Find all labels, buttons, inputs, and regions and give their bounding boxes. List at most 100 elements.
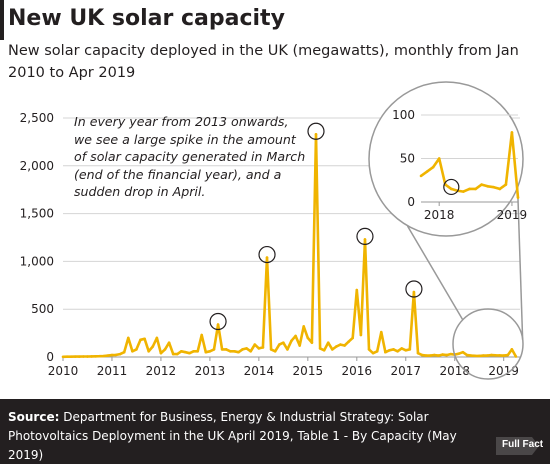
data-point bbox=[494, 353, 497, 357]
data-point bbox=[343, 344, 346, 347]
data-point bbox=[180, 349, 183, 353]
data-point bbox=[102, 354, 106, 358]
data-point bbox=[449, 352, 452, 356]
data-point bbox=[502, 354, 505, 357]
data-point bbox=[261, 346, 265, 349]
data-point bbox=[126, 336, 130, 340]
data-point bbox=[510, 348, 514, 351]
data-point bbox=[265, 256, 269, 259]
data-point bbox=[477, 354, 481, 358]
data-point bbox=[106, 354, 110, 357]
data-point bbox=[290, 339, 293, 343]
data-point bbox=[175, 352, 179, 356]
zoom-x-tick-label: 2019 bbox=[497, 208, 528, 222]
data-point bbox=[163, 348, 167, 351]
source-note: Source: Department for Business, Energy … bbox=[8, 408, 478, 465]
data-point bbox=[335, 345, 338, 348]
data-point bbox=[224, 348, 228, 351]
data-point bbox=[441, 353, 444, 356]
data-point bbox=[412, 290, 416, 294]
zoom-data-point bbox=[510, 131, 514, 134]
data-point bbox=[73, 355, 77, 358]
data-point bbox=[359, 333, 363, 337]
x-tick-label: 2011 bbox=[97, 364, 128, 378]
data-point bbox=[384, 350, 387, 354]
data-point bbox=[445, 353, 448, 357]
data-point bbox=[286, 348, 289, 351]
data-point bbox=[98, 354, 102, 358]
zoom-y-tick-label: 100 bbox=[392, 108, 415, 122]
data-point bbox=[241, 348, 244, 351]
y-tick-label: 1,500 bbox=[20, 207, 54, 221]
zoom-data-point bbox=[504, 183, 508, 186]
data-point bbox=[457, 352, 461, 355]
spike-highlight-circle bbox=[258, 245, 276, 264]
zoom-data-point bbox=[516, 196, 520, 199]
data-point bbox=[196, 349, 199, 353]
y-tick-label: 0 bbox=[46, 350, 54, 364]
data-point bbox=[375, 349, 379, 353]
zoom-data-point bbox=[480, 183, 483, 186]
data-point bbox=[428, 354, 432, 357]
data-point bbox=[253, 343, 257, 346]
data-point bbox=[167, 341, 171, 344]
data-point bbox=[229, 349, 232, 353]
data-point bbox=[249, 349, 253, 353]
data-point bbox=[420, 353, 424, 357]
zoom-data-point bbox=[431, 165, 435, 169]
y-tick-label: 1,000 bbox=[20, 254, 54, 268]
x-tick-label: 2016 bbox=[342, 364, 373, 378]
data-point bbox=[151, 345, 155, 348]
data-point bbox=[237, 350, 240, 354]
data-point bbox=[122, 350, 126, 354]
zoom-x-tick-label: 2018 bbox=[424, 208, 455, 222]
data-point bbox=[65, 355, 69, 359]
data-point bbox=[90, 355, 93, 358]
data-point bbox=[200, 333, 204, 337]
footer: Source: Department for Business, Energy … bbox=[0, 399, 550, 464]
data-point bbox=[392, 348, 395, 351]
spike-highlight-circle bbox=[307, 122, 325, 140]
x-tick-label: 2012 bbox=[146, 364, 177, 378]
data-point bbox=[404, 349, 408, 352]
zoom-data-point bbox=[450, 187, 453, 191]
data-point bbox=[188, 351, 191, 355]
x-tick-label: 2013 bbox=[195, 364, 226, 378]
data-point bbox=[498, 354, 501, 357]
data-point bbox=[424, 354, 428, 357]
zoom-data-point bbox=[492, 185, 496, 189]
data-point bbox=[310, 341, 314, 344]
data-point bbox=[118, 352, 122, 356]
data-point bbox=[147, 349, 150, 353]
zoom-data-point bbox=[474, 187, 477, 191]
data-point bbox=[318, 347, 322, 350]
zoom-data-point bbox=[468, 187, 471, 191]
data-point bbox=[273, 349, 277, 353]
x-tick-label: 2014 bbox=[244, 364, 275, 378]
zoom-connector-line bbox=[406, 225, 464, 321]
data-point bbox=[339, 343, 342, 346]
data-point bbox=[135, 348, 138, 351]
data-point bbox=[82, 355, 85, 358]
data-point bbox=[469, 354, 473, 357]
logo-text: Full Fact bbox=[502, 439, 544, 450]
data-point bbox=[367, 348, 371, 351]
data-point bbox=[208, 349, 212, 353]
data-point bbox=[155, 336, 159, 340]
zoom-connector-line bbox=[516, 187, 524, 340]
data-point bbox=[245, 347, 248, 350]
y-tick-label: 500 bbox=[31, 302, 54, 316]
x-tick-label: 2015 bbox=[293, 364, 324, 378]
data-point bbox=[139, 338, 142, 342]
data-point bbox=[110, 353, 114, 357]
chart-title: New UK solar capacity bbox=[8, 6, 285, 31]
data-point bbox=[184, 350, 187, 354]
zoom-data-point bbox=[419, 174, 423, 178]
zoom-data-point bbox=[498, 187, 502, 191]
logo-arrow-icon bbox=[496, 437, 539, 455]
data-point bbox=[355, 288, 359, 292]
data-point bbox=[302, 325, 306, 328]
zoom-data-point bbox=[486, 185, 489, 188]
data-point bbox=[326, 341, 330, 344]
